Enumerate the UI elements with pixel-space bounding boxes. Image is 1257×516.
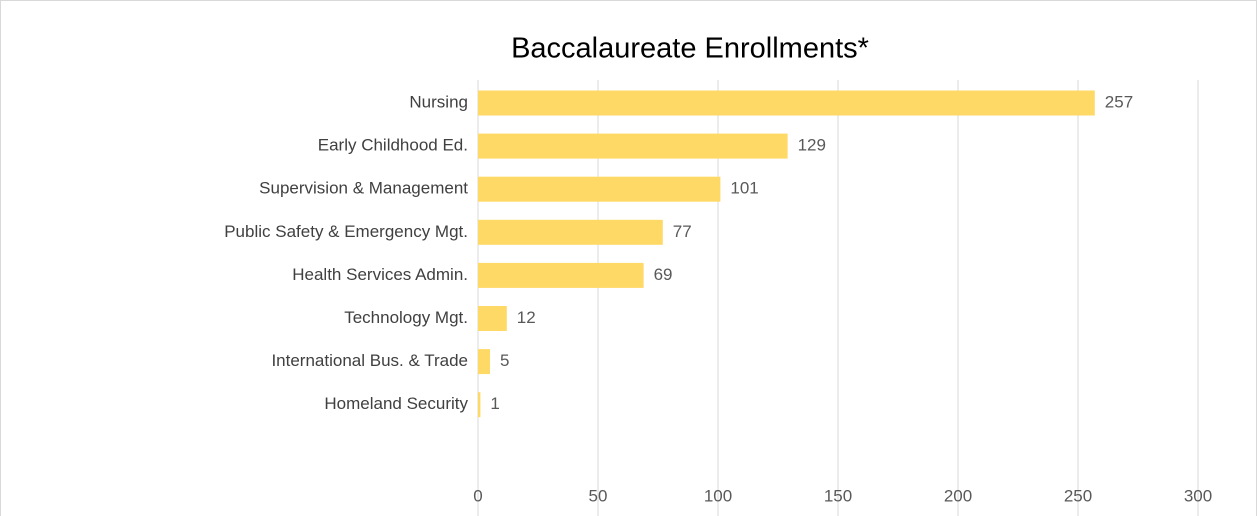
x-tick-label: 150 [824, 486, 852, 505]
y-tick-label: Supervision & Management [259, 179, 468, 198]
y-tick-label: Health Services Admin. [292, 265, 468, 284]
y-tick-label: Nursing [409, 92, 468, 111]
data-label: 129 [798, 136, 826, 155]
bar [478, 262, 644, 288]
y-tick-label: Public Safety & Emergency Mgt. [224, 222, 468, 241]
x-tick-label: 250 [1064, 486, 1092, 505]
data-label: 12 [517, 308, 536, 327]
x-tick-label: 100 [704, 486, 732, 505]
data-label: 1 [490, 394, 499, 413]
data-label: 101 [730, 179, 758, 198]
data-label: 257 [1105, 92, 1133, 111]
x-tick-label: 200 [944, 486, 972, 505]
x-tick-label: 300 [1184, 486, 1212, 505]
x-tick-label: 0 [473, 486, 482, 505]
bar [478, 90, 1095, 116]
bar [478, 176, 721, 202]
chart-title: Baccalaureate Enrollments* [511, 33, 869, 65]
data-label: 77 [673, 222, 692, 241]
bar [478, 133, 788, 159]
x-tick-label: 50 [589, 486, 608, 505]
bar [478, 306, 507, 331]
y-tick-label: Early Childhood Ed. [318, 136, 468, 155]
data-label: 69 [654, 265, 673, 284]
y-tick-label: International Bus. & Trade [271, 351, 468, 370]
y-tick-label: Homeland Security [324, 394, 468, 413]
bar [478, 349, 490, 375]
bar [478, 219, 663, 245]
data-label: 5 [500, 351, 509, 370]
y-tick-label: Technology Mgt. [344, 308, 468, 327]
bar [478, 392, 481, 418]
